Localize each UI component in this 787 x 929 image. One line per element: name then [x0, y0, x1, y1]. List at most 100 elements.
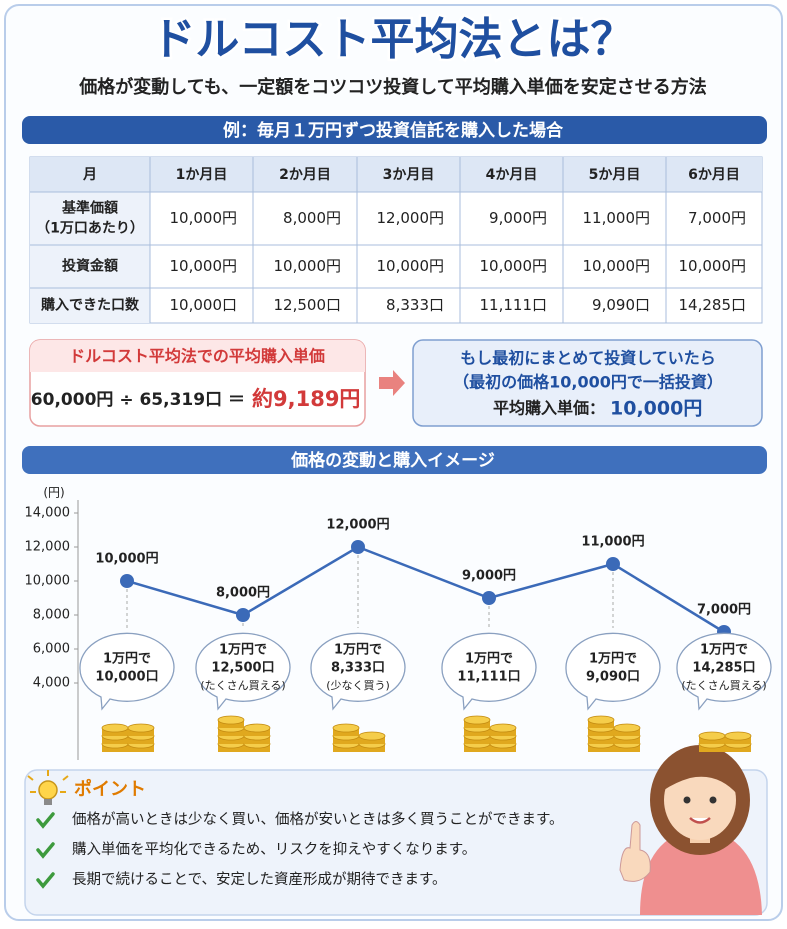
table-cell: 11,111口	[480, 296, 548, 314]
table-head	[30, 157, 762, 192]
bubble-text: 9,090口	[586, 670, 640, 685]
average-formula: 60,000円 ÷ 65,319口 ＝	[31, 390, 245, 410]
check-icon	[36, 872, 55, 889]
coin	[243, 723, 271, 733]
y-tick-label: 4,000	[33, 676, 70, 691]
lump-line: もし最初にまとめて投資していたら	[460, 349, 716, 368]
bubble	[195, 632, 291, 711]
table-cell: 7,000円	[688, 209, 746, 227]
section-bar	[22, 116, 767, 144]
person	[619, 745, 762, 915]
price-point	[120, 574, 134, 588]
row-label: （1万口あたり）	[36, 221, 144, 237]
bubble	[676, 632, 772, 711]
section-bar	[22, 446, 767, 474]
table-cell: 10,000円	[480, 257, 548, 275]
table-cell: 10,000円	[583, 257, 651, 275]
coin	[332, 723, 360, 733]
arrow	[379, 370, 405, 396]
bubble-text: 1万円で	[334, 643, 382, 658]
y-unit: (円)	[43, 486, 64, 500]
lump-line: （最初の価格10,000円で一括投資）	[453, 373, 723, 392]
price-point	[236, 608, 250, 622]
lump-value: 10,000円	[610, 398, 702, 420]
bubble-text: (たくさん買える)	[200, 679, 285, 692]
column-header: 2か月目	[279, 167, 331, 183]
table-cell: 10,000円	[679, 257, 747, 275]
table-label-col	[30, 192, 150, 323]
price-point	[482, 591, 496, 605]
point-item: 長期で続けることで、安定した資産形成が期待できます。	[72, 871, 447, 888]
y-tick-label: 6,000	[33, 642, 70, 657]
coin	[217, 715, 245, 725]
coin	[613, 723, 641, 733]
point-item: 価格が高いときは少なく買い、価格が安いときは多く買うことができます。	[72, 811, 564, 828]
bubble	[79, 632, 175, 711]
bubble-text: (たくさん買える)	[681, 679, 766, 692]
price-point	[351, 540, 365, 554]
points-title: ポイント	[74, 778, 146, 800]
column-header: 3か月目	[383, 167, 435, 183]
table-cell: 11,000円	[583, 209, 651, 227]
bubble-text: 11,111口	[457, 670, 520, 685]
table-cell: 10,000口	[170, 296, 238, 314]
y-tick-label: 10,000	[25, 574, 71, 589]
table-cell: 12,000円	[377, 209, 445, 227]
bubble-text: 1万円で	[219, 643, 267, 658]
row-label: 購入できた口数	[40, 297, 140, 314]
column-header: 6か月目	[688, 167, 740, 183]
bubble-text: 1万円で	[465, 652, 513, 667]
column-header: 月	[82, 167, 97, 183]
row-label: 基準価額	[62, 200, 118, 217]
bubble-text: 14,285口	[692, 661, 755, 676]
coin	[358, 731, 386, 741]
bubble	[565, 632, 661, 711]
value-label: 12,000円	[326, 518, 389, 533]
bubble-text: 1万円で	[103, 652, 151, 667]
table-cell: 12,500口	[274, 296, 342, 314]
bulb-icon	[27, 770, 69, 805]
table-cell: 10,000円	[377, 257, 445, 275]
points-box	[24, 769, 768, 916]
coin	[127, 723, 155, 733]
title: ドルコスト平均法とは？	[151, 14, 634, 65]
value-label: 10,000円	[95, 552, 158, 567]
point-item: 購入単価を平均化できるため、リスクを抑えやすくなります。	[72, 841, 476, 858]
lump-label: 平均購入単価：	[493, 399, 605, 418]
table-cell: 14,285口	[679, 296, 747, 314]
check-icon	[36, 812, 55, 829]
table-cell: 8,000円	[283, 209, 341, 227]
chart-title: 価格の変動と購入イメージ	[290, 450, 495, 471]
value-label: 8,000円	[216, 586, 270, 601]
table-cell: 10,000円	[274, 257, 342, 275]
row-label: 投資金額	[62, 258, 118, 275]
coin	[463, 715, 491, 725]
bubble	[441, 632, 537, 711]
y-tick-label: 8,000	[33, 608, 70, 623]
price-point	[606, 557, 620, 571]
bubble-text: 10,000口	[95, 670, 158, 685]
y-tick-label: 14,000	[25, 506, 71, 521]
value-label: 11,000円	[581, 535, 644, 550]
column-header: 1か月目	[176, 167, 228, 183]
table-cell: 10,000円	[170, 209, 238, 227]
coin	[587, 715, 615, 725]
table-cell: 9,000円	[489, 209, 547, 227]
bubble-text: 8,333口	[331, 661, 385, 676]
column-header: 5か月目	[589, 167, 641, 183]
price-line	[126, 545, 725, 634]
average-title: ドルコスト平均法での平均購入単価	[69, 347, 325, 366]
bubble-text: 1万円で	[589, 652, 637, 667]
value-label: 9,000円	[462, 569, 516, 584]
subtitle: 価格が変動しても、一定額をコツコツ投資して平均購入単価を安定させる方法	[78, 76, 706, 98]
coin	[489, 723, 517, 733]
table-cell: 8,333口	[386, 296, 444, 314]
check-icon	[36, 842, 55, 859]
table-cell: 10,000円	[170, 257, 238, 275]
value-label: 7,000円	[697, 603, 751, 618]
bubble-text: (少なく買う)	[326, 679, 390, 692]
coin	[698, 731, 726, 741]
average-result: 約9,189円	[252, 387, 360, 411]
bubble-text: 1万円で	[700, 643, 748, 658]
